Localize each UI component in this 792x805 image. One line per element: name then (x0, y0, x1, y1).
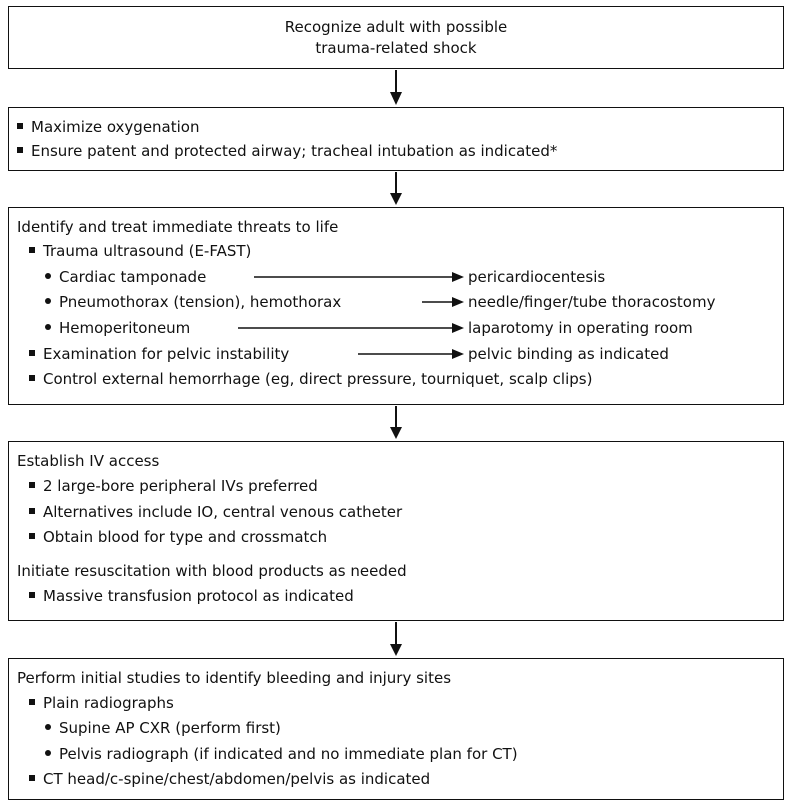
pelvis-radiograph-item: Pelvis radiograph (if indicated and no i… (45, 744, 518, 764)
trauma-ultrasound-item: Trauma ultrasound (E-FAST) (29, 241, 251, 261)
bullet-square-icon (17, 123, 23, 129)
pneumothorax-item: Pneumothorax (tension), hemothorax (45, 292, 341, 312)
down-arrow-icon (390, 172, 402, 205)
right-arrow-icon (254, 272, 464, 282)
iv-access-box: Establish IV access 2 large-bore periphe… (8, 441, 784, 621)
bullet-dot-icon (45, 724, 51, 730)
large-bore-iv-item: 2 large-bore peripheral IVs preferred (29, 476, 318, 496)
recognize-shock-box: Recognize adult with possible trauma-rel… (8, 6, 784, 69)
right-arrow-icon (238, 323, 464, 333)
hemoperitoneum-item: Hemoperitoneum (45, 318, 190, 338)
iv-access-heading: Establish IV access (17, 452, 160, 470)
bullet-square-icon (29, 247, 35, 253)
bullet-dot-icon (45, 298, 51, 304)
pelvic-instability-item: Examination for pelvic instability (29, 344, 289, 364)
cardiac-tamponade-item: Cardiac tamponade (45, 267, 206, 287)
bullet-dot-icon (45, 273, 51, 279)
bullet-dot-icon (45, 324, 51, 330)
initial-studies-box: Perform initial studies to identify blee… (8, 658, 784, 800)
bullet-square-icon (29, 533, 35, 539)
bullet-square-icon (29, 775, 35, 781)
bullet-square-icon (17, 147, 23, 153)
resuscitation-heading: Initiate resuscitation with blood produc… (17, 562, 407, 580)
bullet-square-icon (29, 482, 35, 488)
bullet-dot-icon (45, 750, 51, 756)
type-crossmatch-item: Obtain blood for type and crossmatch (29, 527, 327, 547)
down-arrow-icon (390, 70, 402, 105)
bullet-square-icon (29, 699, 35, 705)
down-arrow-icon (390, 622, 402, 656)
initial-studies-heading: Perform initial studies to identify blee… (17, 669, 452, 687)
thoracostomy-action: needle/finger/tube thoracostomy (468, 293, 716, 311)
pericardiocentesis-action: pericardiocentesis (468, 268, 606, 286)
supine-cxr-item: Supine AP CXR (perform first) (45, 718, 281, 738)
bullet-square-icon (29, 350, 35, 356)
recognize-shock-line1: Recognize adult with possible (284, 18, 508, 36)
immediate-threats-heading: Identify and treat immediate threats to … (17, 218, 339, 236)
right-arrow-icon (358, 349, 464, 359)
bullet-square-icon (29, 375, 35, 381)
plain-radiographs-item: Plain radiographs (29, 693, 174, 713)
ct-item: CT head/c-spine/chest/abdomen/pelvis as … (29, 769, 430, 789)
iv-alternatives-item: Alternatives include IO, central venous … (29, 502, 402, 522)
airway-item: Ensure patent and protected airway; trac… (17, 141, 557, 161)
recognize-shock-line2: trauma-related shock (315, 39, 477, 57)
laparotomy-action: laparotomy in operating room (468, 319, 693, 337)
bullet-square-icon (29, 508, 35, 514)
airway-box: Maximize oxygenation Ensure patent and p… (8, 107, 784, 171)
external-hemorrhage-item: Control external hemorrhage (eg, direct … (29, 369, 592, 389)
pelvic-binding-action: pelvic binding as indicated (468, 345, 669, 363)
maximize-oxygenation-item: Maximize oxygenation (17, 117, 199, 137)
right-arrow-icon (422, 297, 464, 307)
bullet-square-icon (29, 592, 35, 598)
down-arrow-icon (390, 406, 402, 439)
immediate-threats-box: Identify and treat immediate threats to … (8, 207, 784, 405)
massive-transfusion-item: Massive transfusion protocol as indicate… (29, 586, 354, 606)
